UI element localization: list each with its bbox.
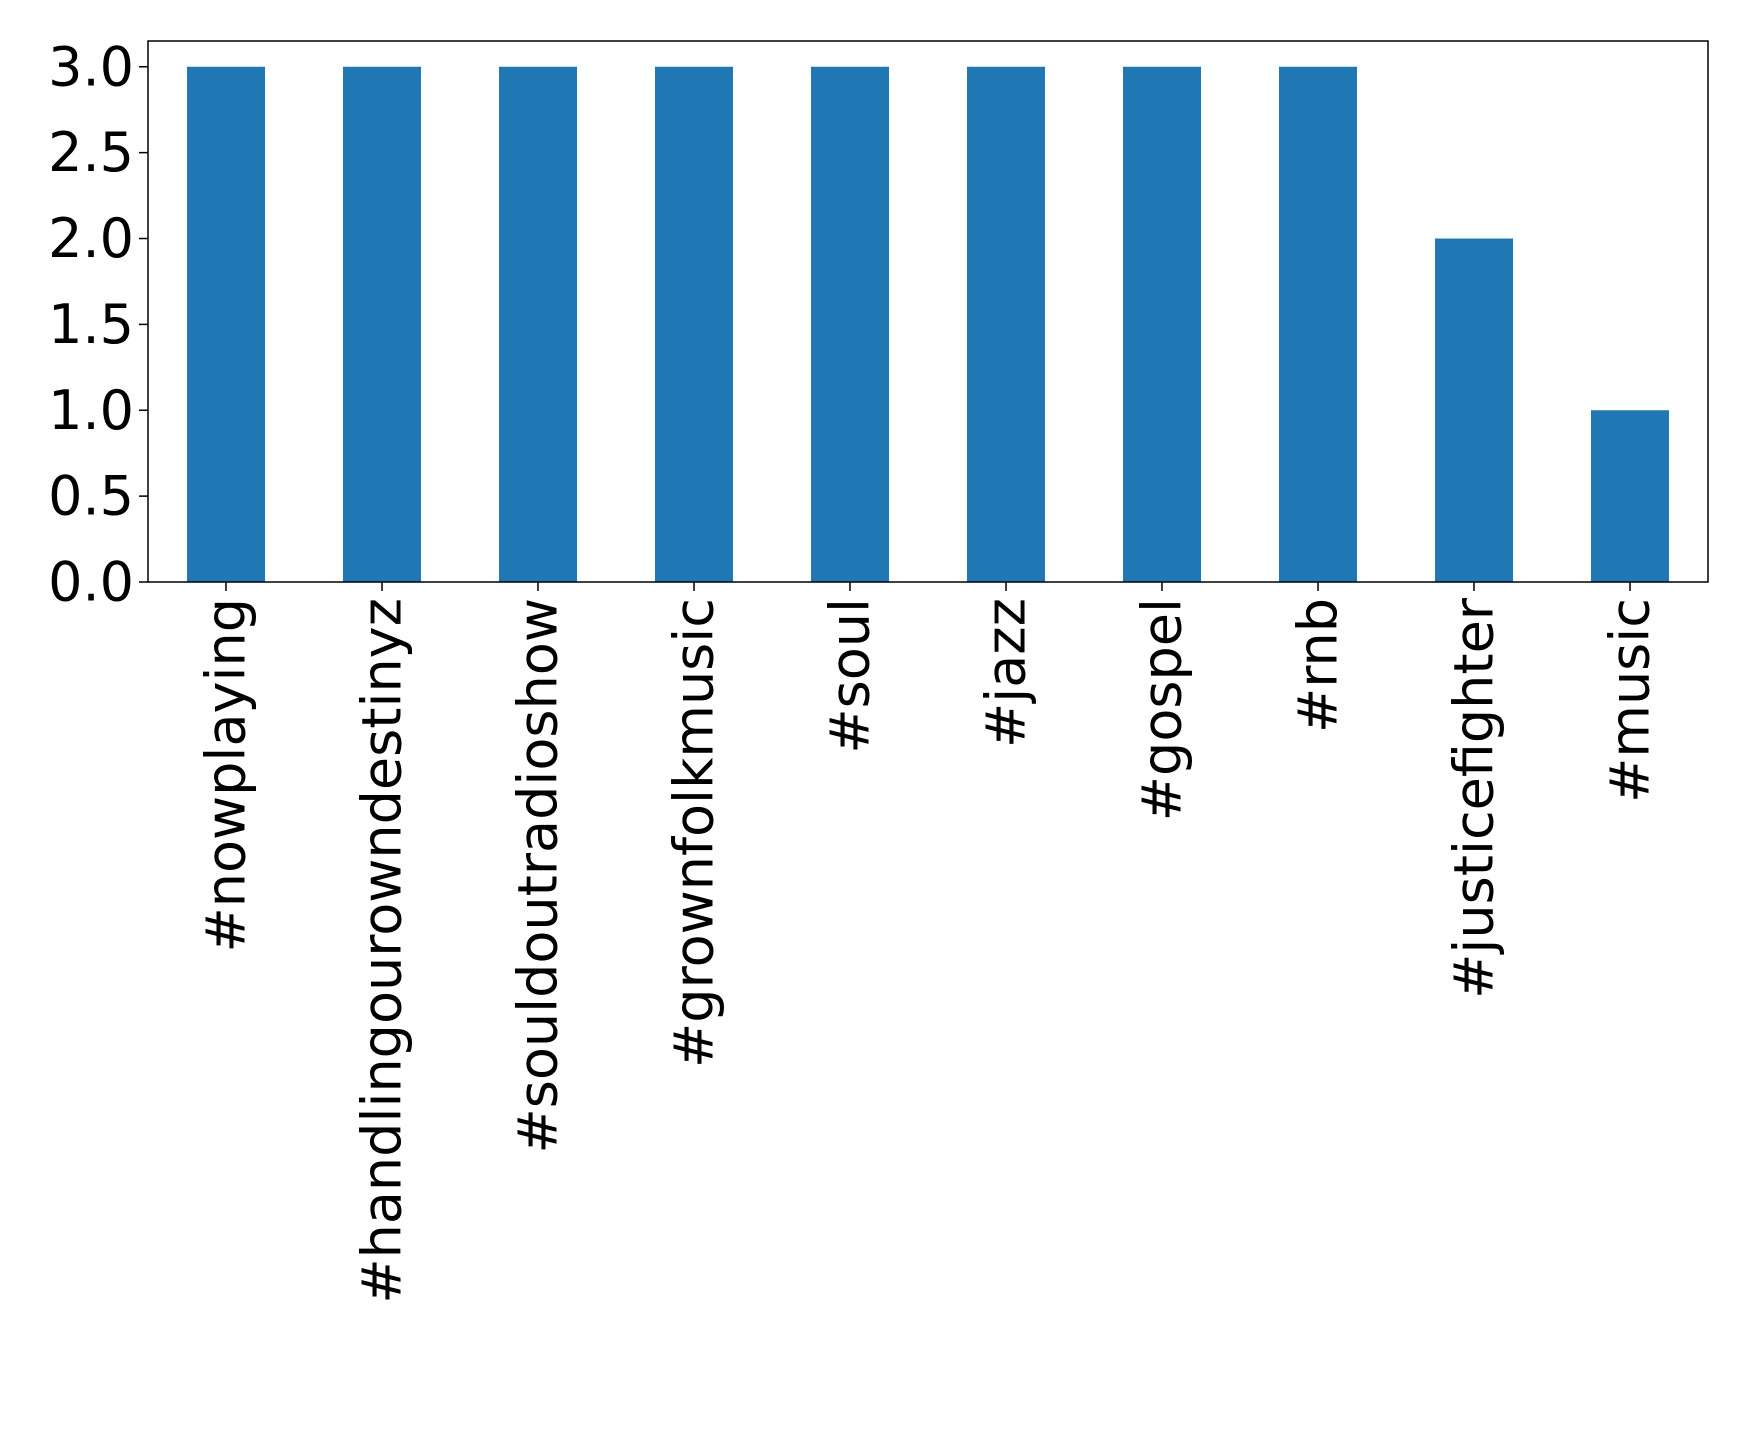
axes-frame [147,40,1709,583]
y-tick-label: 0.5 [48,465,134,528]
bar [187,66,265,582]
bar [499,66,577,582]
bar [655,66,733,582]
bar [1435,238,1513,582]
x-tick-label: #jazz [975,598,1038,748]
bar [1591,410,1669,582]
y-tick-label: 0.0 [48,551,134,614]
bar [343,66,421,582]
bar [1279,66,1357,582]
y-tick-label: 2.5 [48,121,134,184]
y-tick-label: 1.0 [48,379,134,442]
x-tick-label: #grownfolkmusic [663,598,726,1068]
x-tick-label: #gospel [1131,598,1194,821]
y-tick-label: 3.0 [48,35,134,98]
bar [811,66,889,582]
bar [967,66,1045,582]
x-tick-label: #rnb [1287,598,1350,733]
x-tick-label: #nowplaying [195,598,258,953]
y-tick-label: 1.5 [48,293,134,356]
x-tick-label: #handlingourowndestinyz [351,598,414,1304]
x-tick-label: #music [1599,598,1662,803]
y-tick-label: 2.0 [48,207,134,270]
x-tick-label: #justicefighter [1443,597,1506,999]
x-tick-label: #soul [819,598,882,754]
bar [1123,66,1201,582]
x-tick-label: #souldoutradioshow [507,598,570,1154]
